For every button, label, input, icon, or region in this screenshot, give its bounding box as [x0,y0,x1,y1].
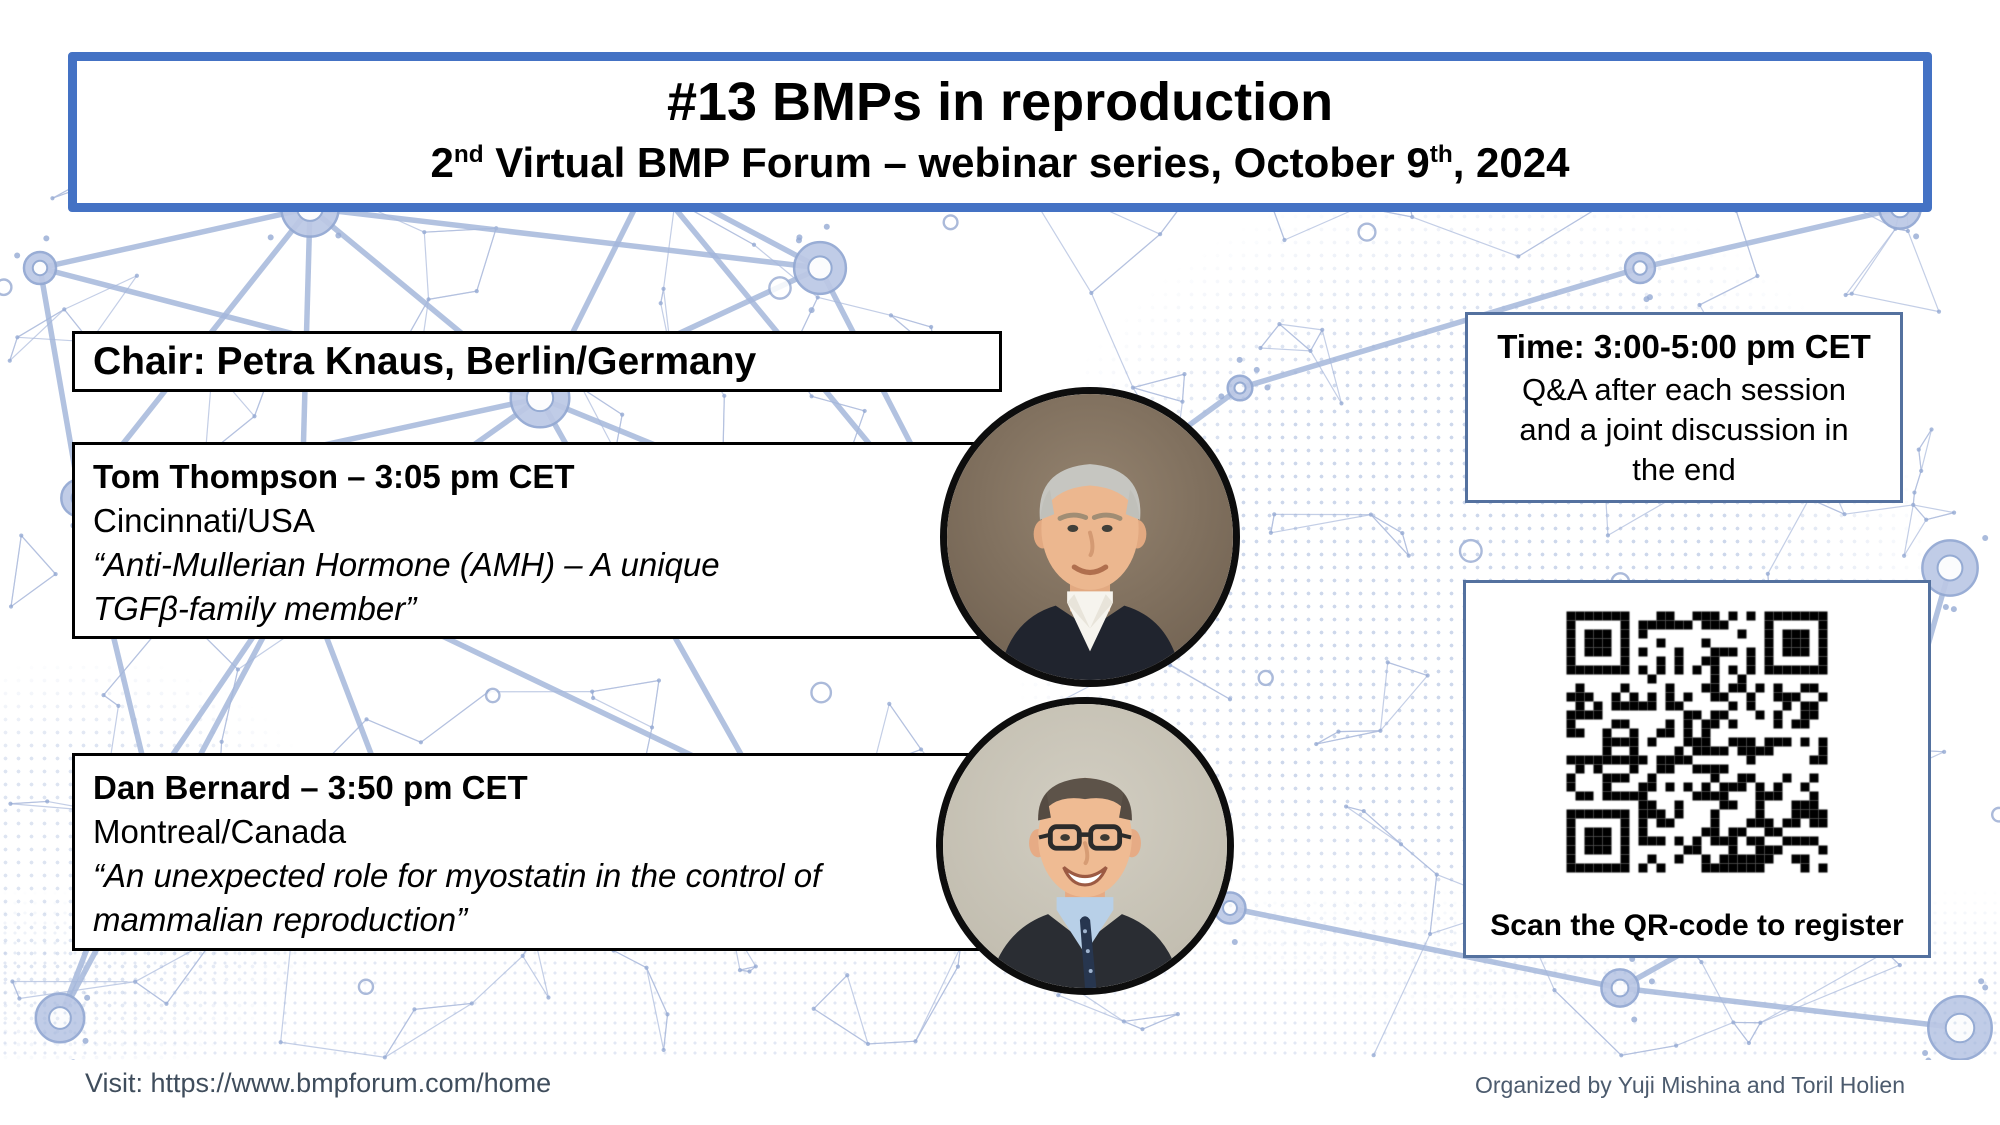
speaker-photo-dan-bernard [936,697,1234,995]
speaker-box-tom-thompson: Tom Thompson – 3:05 pm CET Cincinnati/US… [72,442,1106,639]
title-box: #13 BMPs in reproduction 2nd Virtual BMP… [68,52,1932,212]
speaker-talk-title: “Anti-Mullerian Hormone (AMH) – A unique… [93,545,720,627]
footer-url-link[interactable]: Visit: https://www.bmpforum.com/home [85,1068,552,1098]
portrait-illustration [943,704,1227,988]
subtitle-superscript: th [1429,141,1453,168]
time-line: Time: 3:00-5:00 pm CET [1497,328,1871,365]
chair-box: Chair: Petra Knaus, Berlin/Germany [72,331,1002,392]
qr-register-box: Scan the QR-code to register [1463,580,1931,958]
subtitle-part: Virtual BMP Forum – webinar series, Octo… [483,139,1430,186]
speaker-name-time: Tom Thompson – 3:05 pm CET [93,458,575,495]
info-description: Q&A after each session and a joint discus… [1519,371,1849,488]
footer-organizers: Organized by Yuji Mishina and Toril Holi… [1474,1072,1905,1098]
subtitle-part: , 2024 [1452,139,1570,186]
speaker-location: Cincinnati/USA [93,501,315,539]
speaker-name-time: Dan Bernard – 3:50 pm CET [93,769,528,806]
page-title: #13 BMPs in reproduction [666,72,1334,132]
qr-code [1554,599,1840,885]
speaker-talk-title: “An unexpected role for myostatin in the… [93,856,822,938]
chair-label: Chair: Petra Knaus, Berlin/Germany [93,339,757,383]
time-info-box: Time: 3:00-5:00 pm CET Q&A after each se… [1465,312,1903,503]
subtitle: 2nd Virtual BMP Forum – webinar series, … [77,135,1923,191]
subtitle-superscript: nd [453,141,484,168]
speaker-box-dan-bernard: Dan Bernard – 3:50 pm CET Montreal/Canad… [72,753,1106,951]
speaker-photo-tom-thompson [940,387,1240,687]
qr-caption: Scan the QR-code to register [1490,909,1904,942]
portrait-illustration [947,394,1233,680]
subtitle-part: 2 [430,139,454,186]
speaker-location: Montreal/Canada [93,812,347,850]
